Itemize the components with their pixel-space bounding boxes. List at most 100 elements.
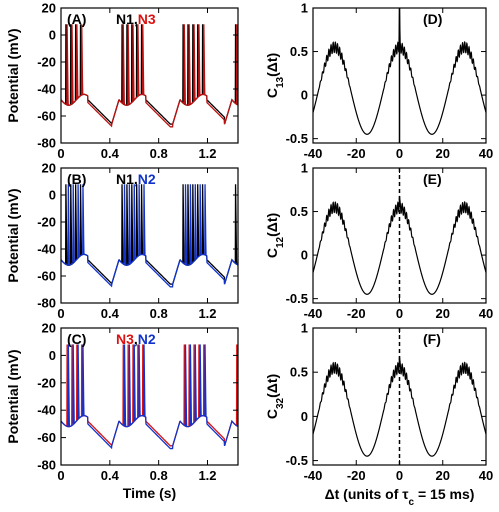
x-tick-label: 0.4 — [101, 146, 120, 161]
y-axis-title-sub: 32 — [275, 397, 286, 409]
y-tick-label: 1 — [301, 161, 308, 176]
legend-entry: , — [134, 331, 138, 347]
y-axis-title-main: C — [264, 88, 280, 98]
legend-text: N1,N2 — [116, 171, 156, 187]
x-tick-label: 40 — [479, 306, 493, 321]
y-tick-label: -0.5 — [286, 291, 308, 306]
plot-frame — [60, 327, 239, 466]
legend-text: N1,N3 — [116, 11, 156, 27]
data-layer — [61, 24, 238, 128]
y-tick-label: 1 — [301, 321, 308, 336]
panel-label: (E) — [423, 171, 442, 187]
y-axis-title-main: C — [264, 248, 280, 258]
y-axis-title: C32(Δt) — [264, 374, 286, 419]
legend-entry: N2 — [138, 331, 156, 347]
y-axis-title-sub: 12 — [275, 236, 286, 248]
y-tick-label: -80 — [37, 136, 56, 151]
x-tick-label: -20 — [347, 306, 366, 321]
y-tick-label: 0 — [49, 28, 56, 43]
series-line-1 — [61, 184, 238, 286]
y-tick-label: 0 — [301, 409, 308, 424]
y-tick-label: -40 — [37, 82, 56, 97]
series-line-2 — [61, 24, 238, 128]
x-tick-label: -40 — [304, 306, 323, 321]
y-axis-title: Potential (mV) — [5, 188, 21, 282]
y-tick-label: 0.5 — [290, 204, 308, 219]
y-tick-label: 0.5 — [290, 365, 308, 380]
panel-E: -40 -20 0 20 40 1 0.5 0 -0.5 (E) C12(Δt) — [264, 161, 493, 322]
x-tick-label: 0.8 — [150, 146, 168, 161]
y-tick-label: -0.5 — [286, 131, 308, 146]
panel-label: (B) — [67, 171, 86, 187]
x-tick-label: 40 — [479, 146, 493, 161]
x-tick-label: 0.8 — [150, 306, 168, 321]
y-tick-label: -40 — [37, 403, 56, 418]
series-line-1 — [61, 344, 238, 447]
y-tick-label: 0 — [301, 248, 308, 263]
panel-label: (D) — [423, 11, 442, 27]
legend-entry: , — [134, 11, 138, 27]
y-tick-label: 20 — [42, 161, 56, 176]
y-axis-title-sub: 13 — [275, 76, 286, 88]
y-tick-label: 0 — [49, 348, 56, 363]
x-axis-title: Time (s) — [123, 485, 176, 501]
y-tick-label: -20 — [37, 375, 56, 390]
legend-entry: N2 — [138, 171, 156, 187]
plot-frame — [60, 167, 239, 304]
y-tick-label: 20 — [42, 321, 56, 336]
data-layer — [313, 328, 486, 465]
panel-F: -40 -20 0 20 40 1 0.5 0 -0.5 (F) C32(Δt) Δt (units … — [264, 321, 493, 508]
x-axis-title-main: Δt (units of τ — [325, 486, 410, 502]
y-axis-title: Potential (mV) — [5, 28, 21, 122]
y-axis-title-main: C — [264, 409, 280, 419]
x-tick-label: 0.4 — [101, 306, 120, 321]
series-line-2 — [61, 344, 238, 450]
data-layer — [61, 184, 238, 288]
plot-frame — [60, 7, 239, 144]
x-tick-label: 1.2 — [198, 306, 216, 321]
y-tick-label: -60 — [37, 430, 56, 445]
correlation-line — [313, 8, 486, 135]
y-tick-label: -80 — [37, 458, 56, 473]
series-line-1 — [61, 24, 238, 126]
y-tick-label: 20 — [42, 1, 56, 16]
legend-entry: N1 — [116, 11, 134, 27]
x-tick-label: -40 — [304, 146, 323, 161]
x-tick-label: 0 — [396, 146, 403, 161]
data-layer — [313, 168, 486, 303]
panel-C: 0 0.4 0.8 1.2 20 0 -20 -40 -60 -80 (C) N3,N2 Potenti… — [5, 321, 239, 501]
legend-text: N3,N2 — [116, 331, 156, 347]
x-tick-label: 40 — [479, 468, 493, 483]
legend-entry: N3 — [138, 11, 156, 27]
x-tick-label: 20 — [436, 468, 450, 483]
y-tick-label: 0 — [301, 88, 308, 103]
correlation-line — [313, 195, 486, 295]
y-tick-label: -20 — [37, 55, 56, 70]
y-tick-label: -60 — [37, 109, 56, 124]
y-tick-label: -80 — [37, 296, 56, 311]
x-axis-title: Δt (units of τc = 15 ms) — [325, 486, 475, 508]
y-tick-label: -60 — [37, 269, 56, 284]
x-tick-label: 20 — [436, 146, 450, 161]
y-axis-title-tail: (Δt) — [264, 213, 280, 237]
x-tick-label: -40 — [304, 468, 323, 483]
x-axis-title-sub: c — [409, 497, 415, 508]
x-tick-label: 1.2 — [198, 468, 216, 483]
y-tick-label: 0.5 — [290, 44, 308, 59]
panel-label: (A) — [67, 11, 86, 27]
x-tick-label: 0 — [57, 146, 64, 161]
x-tick-label: 1.2 — [198, 146, 216, 161]
y-tick-label: -0.5 — [286, 453, 308, 468]
x-tick-label: 0 — [57, 306, 64, 321]
panel-label: (C) — [67, 331, 86, 347]
x-tick-label: 0 — [57, 468, 64, 483]
x-tick-label: 0 — [396, 306, 403, 321]
data-layer — [313, 8, 486, 143]
data-layer — [61, 344, 238, 450]
y-tick-label: 0 — [49, 188, 56, 203]
panel-D: -40 -20 0 20 40 1 0.5 0 -0.5 (D) C13(Δt) — [264, 1, 493, 162]
x-tick-label: -20 — [347, 468, 366, 483]
y-axis-title: C13(Δt) — [264, 53, 286, 98]
x-tick-label: 20 — [436, 306, 450, 321]
